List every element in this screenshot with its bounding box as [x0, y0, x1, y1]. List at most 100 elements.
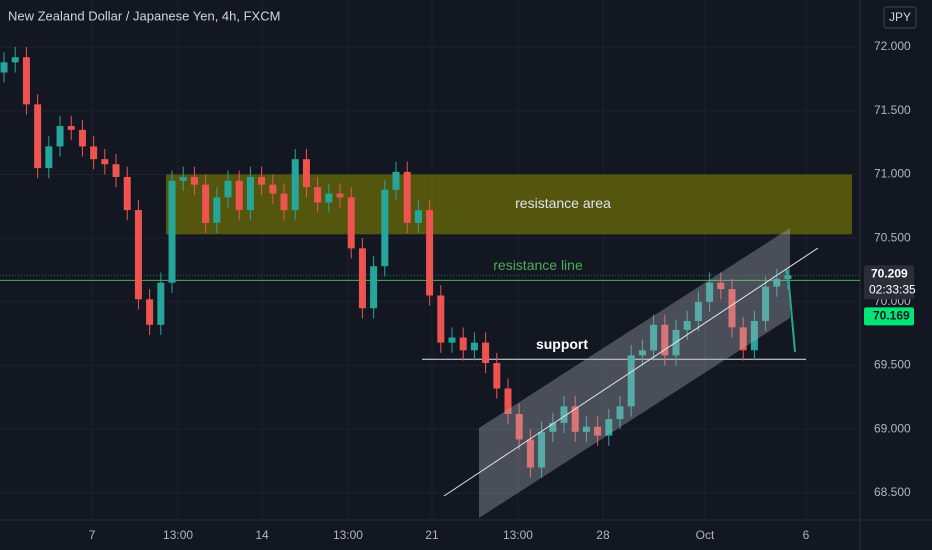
chart-title: New Zealand Dollar / Japanese Yen, 4h, F…: [8, 8, 280, 23]
candle-body: [504, 388, 512, 414]
x-tick-label: 28: [596, 528, 610, 542]
x-tick-label: 13:00: [163, 528, 193, 542]
candle-body: [302, 159, 310, 188]
candle-body: [650, 324, 658, 351]
candle-body: [470, 342, 478, 351]
candle-body: [403, 171, 411, 223]
candle-body: [112, 164, 120, 177]
candle-body: [11, 57, 19, 63]
x-tick-label: Oct: [696, 528, 715, 542]
channel: [479, 228, 790, 518]
candle-body: [291, 159, 299, 211]
candle-body: [381, 189, 389, 267]
candle-body: [101, 159, 109, 165]
candle-body: [616, 406, 624, 420]
candle-body: [314, 187, 322, 203]
candle-body: [706, 282, 714, 302]
support-label: support: [536, 336, 588, 352]
candle-body: [179, 176, 187, 181]
candle-body: [202, 184, 210, 223]
candle-body: [717, 282, 725, 290]
candle-body: [78, 129, 86, 147]
x-tick-label: 7: [89, 528, 96, 542]
candle-body: [414, 210, 422, 223]
y-tick-label: 69.000: [874, 421, 911, 435]
candle-body: [459, 337, 467, 351]
candle-body: [34, 104, 42, 169]
line-price-box: [864, 307, 914, 326]
candle-body: [661, 324, 669, 356]
last-price-label: 70.209: [871, 266, 908, 280]
candle-body: [582, 426, 590, 432]
candle-body: [482, 342, 490, 364]
candle-body: [134, 210, 142, 300]
resistance-area: [166, 174, 852, 235]
candle-body: [392, 171, 400, 190]
currency-label[interactable]: JPY: [889, 10, 911, 24]
candle-body: [358, 248, 366, 309]
y-tick-label: 71.000: [874, 167, 911, 181]
candle-body: [269, 184, 277, 194]
candle-body: [246, 176, 254, 211]
candle-body: [560, 406, 568, 423]
candle-body: [157, 282, 165, 325]
y-tick-label: 70.500: [874, 230, 911, 244]
candle-body: [605, 419, 613, 436]
x-tick-label: 6: [803, 528, 810, 542]
candle-body: [146, 299, 154, 325]
candle-body: [683, 320, 691, 330]
y-tick-label: 72.000: [874, 39, 911, 53]
candle-body: [325, 193, 333, 203]
candle-body: [638, 350, 646, 356]
candle-body: [448, 337, 456, 343]
candle-body: [213, 197, 221, 223]
y-tick-label: 69.500: [874, 358, 911, 372]
candle-body: [258, 176, 266, 185]
candle-body: [370, 266, 378, 309]
y-tick-label: 68.500: [874, 485, 911, 499]
candle-body: [773, 278, 781, 287]
y-tick-label: 71.500: [874, 103, 911, 117]
candle-body: [437, 295, 445, 343]
candle-body: [235, 180, 243, 211]
resistance-area-label: resistance area: [515, 195, 611, 211]
resistance-line-label: resistance line: [493, 257, 583, 273]
candle-body: [45, 146, 53, 169]
currency-button[interactable]: [883, 6, 917, 29]
candle-body: [67, 126, 75, 130]
candle-body: [56, 126, 64, 147]
countdown-label: 02:33:35: [869, 282, 916, 296]
candle-body: [728, 289, 736, 328]
candle-body: [538, 431, 546, 468]
candle-body: [0, 62, 8, 73]
x-tick-label: 13:00: [333, 528, 363, 542]
candle-body: [224, 180, 232, 198]
candle-body: [515, 413, 523, 440]
candle-body: [336, 193, 344, 198]
overlay: [0, 228, 860, 518]
candle-body: [694, 301, 702, 321]
candle-body: [750, 320, 758, 351]
candle-body: [426, 210, 434, 296]
candle-body: [762, 286, 770, 321]
last-price-box: [864, 265, 914, 300]
drawings: resistance area resistance line support: [0, 174, 860, 360]
x-tick-label: 14: [255, 528, 269, 542]
candle-body: [627, 355, 635, 407]
candles: [0, 47, 792, 478]
candle-body: [123, 176, 131, 211]
x-tick-label: 21: [425, 528, 439, 542]
line-price-label: 70.169: [873, 308, 910, 322]
candle-body: [549, 422, 557, 432]
x-tick-label: 13:00: [503, 528, 533, 542]
candle-body: [280, 193, 288, 211]
trend-line: [443, 247, 819, 497]
candle-body: [22, 57, 30, 105]
candle-body: [739, 327, 747, 351]
candle-body: [493, 363, 501, 389]
candle-body: [168, 180, 176, 283]
candle-body: [526, 439, 534, 468]
candle-body: [90, 146, 98, 160]
candle-body: [347, 197, 355, 249]
